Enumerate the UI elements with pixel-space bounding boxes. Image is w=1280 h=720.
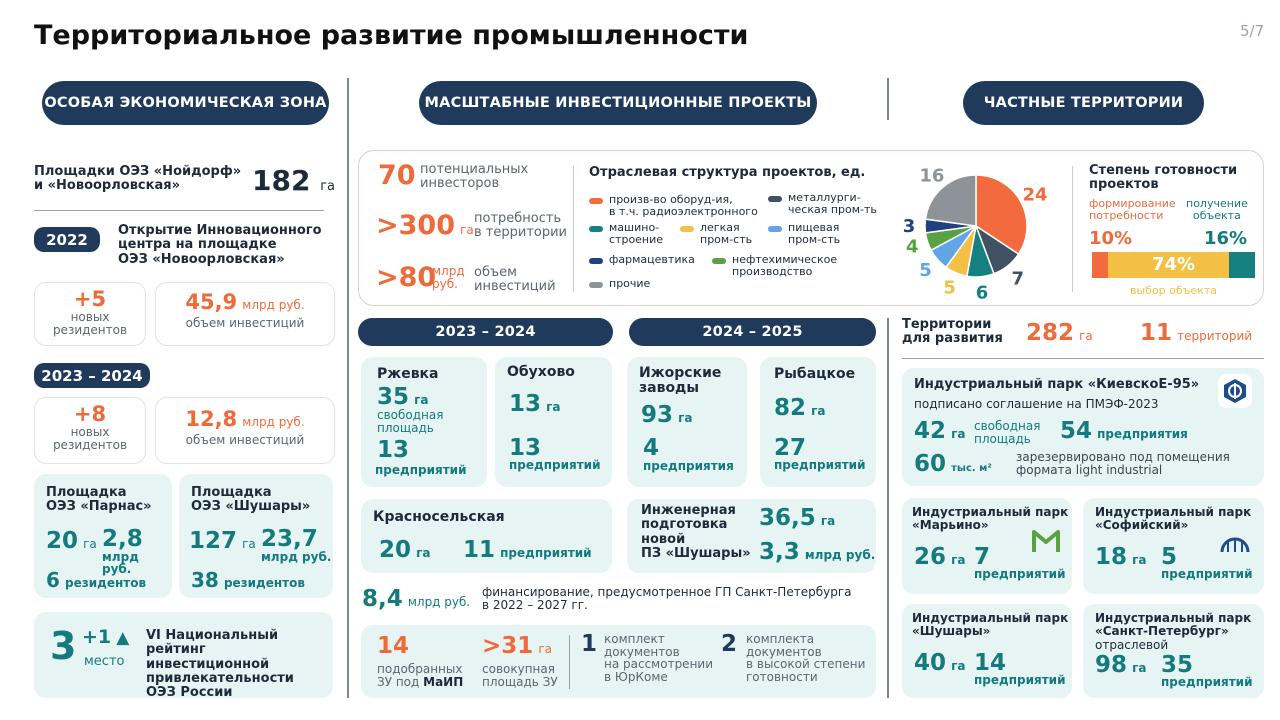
ready-stacked-bar bbox=[1092, 252, 1255, 278]
ready-title: Степень готовности проектов bbox=[1089, 163, 1238, 193]
legend-item: фармацевтика bbox=[589, 254, 695, 266]
pie-label: 4 bbox=[906, 237, 919, 258]
mip-investors-label: потенциальных инвесторов bbox=[420, 162, 529, 191]
park-shushary: Индустриальный парк «Шушары» 40 га 14 пре… bbox=[902, 604, 1072, 698]
mip-inner-divider bbox=[573, 166, 574, 292]
mip-investors: 70 bbox=[378, 160, 416, 191]
oez-rating-card: 3 +1 ▲ место VI Национальный рейтинг инве… bbox=[34, 612, 333, 700]
ready-label-receiving: получение объекта bbox=[1186, 197, 1248, 222]
legend-swatch bbox=[680, 226, 694, 232]
legend-item: металлурги-ческая пром-ть bbox=[768, 192, 877, 215]
terr-label: Территории для развития bbox=[902, 317, 1003, 347]
pill-oez: ОСОБАЯ ЭКОНОМИЧЕСКАЯ ЗОНА bbox=[42, 81, 329, 125]
mip-invest-unit: млрд руб. bbox=[432, 264, 465, 291]
badge-2022: 2022 bbox=[34, 227, 100, 252]
project-izhorskie: Ижорские заводы 93 га 4 предприятия bbox=[627, 357, 747, 487]
oez-residents-2324: +8 новых резидентов bbox=[34, 397, 146, 464]
legend-swatch bbox=[712, 258, 726, 264]
legend-item: произв-во оборуд-ия, в т.ч. радиоэлектрон… bbox=[589, 194, 758, 217]
legend-swatch bbox=[768, 196, 782, 202]
park-spb: Индустриальный парк «Санкт-Петербург» отр… bbox=[1083, 604, 1264, 698]
terr-area: 282 га bbox=[1026, 320, 1093, 346]
pill-mip: МАСШТАБНЫЕ ИНВЕСТИЦИОННЫЕ ПРОЕКТЫ bbox=[419, 81, 817, 125]
pie-label: 6 bbox=[976, 283, 989, 300]
pie-label: 5 bbox=[943, 278, 956, 299]
pill-chast: ЧАСТНЫЕ ТЕРРИТОРИИ bbox=[963, 81, 1204, 125]
pie-label: 5 bbox=[919, 260, 932, 281]
project-rzhevka: Ржевка 35 га свободная площадь 13 предпри… bbox=[361, 357, 487, 487]
pie-label: 24 bbox=[1022, 184, 1047, 205]
project-obukhovo: Обухово 13 га 13 предприятий bbox=[495, 357, 612, 487]
marino-logo-icon bbox=[1032, 528, 1060, 558]
oez-sites-rule bbox=[34, 210, 324, 211]
rank-up-icon: ▲ bbox=[116, 628, 130, 648]
legend-swatch bbox=[589, 226, 603, 232]
terr-rule bbox=[902, 358, 1264, 359]
legend-item: машино-строение bbox=[589, 222, 663, 245]
legend-swatch bbox=[768, 226, 782, 232]
mip-area-need: >300 га bbox=[376, 210, 474, 241]
ready-segment bbox=[1108, 252, 1229, 278]
legend-item: нефтехимическое производство bbox=[712, 254, 837, 277]
ready-value-forming: 10% bbox=[1089, 228, 1133, 249]
oez-investments-2022: 45,9 млрд руб. объем инвестиций bbox=[155, 282, 335, 346]
pie-label: 3 bbox=[903, 216, 916, 237]
project-engineering-shushary: Инженерная подготовка новой ПЗ «Шушары» 36,… bbox=[627, 499, 876, 573]
ready-label-forming: формирование потребности bbox=[1089, 197, 1176, 222]
pill-2024-2025: 2024 – 2025 bbox=[629, 318, 876, 346]
oez-investments-2324: 12,8 млрд руб. объем инвестиций bbox=[155, 397, 335, 464]
divider-left bbox=[347, 78, 349, 698]
mip-summary-panel bbox=[358, 150, 1264, 306]
legend-item: легкая пром-сть bbox=[680, 222, 752, 245]
legend-item: прочие bbox=[589, 278, 650, 290]
park-sofiyskiy: Индустриальный парк «Софийский» 18 га 5 п… bbox=[1083, 498, 1264, 594]
legend-swatch bbox=[589, 258, 603, 264]
project-rybatskoe: Рыбацкое 82 га 27 предприятий bbox=[760, 357, 876, 487]
badge-2023-2024: 2023 – 2024 bbox=[34, 363, 150, 388]
pie-label: 16 bbox=[919, 166, 944, 187]
ready-segment bbox=[1092, 252, 1109, 278]
financing-value: 8,4 млрд руб. bbox=[362, 586, 471, 612]
park-kievskoe: Индустриальный парк «КиевскоЕ-95» подпис… bbox=[902, 368, 1264, 486]
kievskoe-logo-icon bbox=[1218, 374, 1252, 408]
mip-invest: >80 bbox=[376, 262, 437, 293]
ready-divider bbox=[1072, 166, 1073, 292]
oez-sites-label: Площадки ОЭЗ «Нойдорф» и «Новоорловская» bbox=[34, 164, 242, 194]
page-number: 5/7 bbox=[1240, 22, 1265, 40]
ready-segment bbox=[1228, 252, 1255, 278]
oez-2022-text: Открытие Инновационного центра на площадк… bbox=[118, 223, 322, 267]
mip-area-need-label: потребность в территории bbox=[474, 211, 567, 240]
financing-label: финансирование, предусмотренное ГП Санкт… bbox=[482, 585, 852, 612]
legend-item: пищевая пром-сть bbox=[768, 222, 840, 245]
pill-2023-2024: 2023 – 2024 bbox=[358, 318, 613, 346]
divider-right bbox=[887, 318, 889, 698]
terr-count: 11 территорий bbox=[1140, 320, 1253, 346]
page-title: Территориальное развитие промышленности bbox=[34, 20, 749, 51]
land-plots-card: 14 подобранных ЗУ под МаИП >31 га совокуп… bbox=[361, 625, 876, 698]
oez-residents-2022: +5 новых резидентов bbox=[34, 282, 146, 346]
ready-value-choice: 74% bbox=[1151, 254, 1196, 275]
mip-invest-label: объем инвестиций bbox=[474, 265, 556, 294]
ready-value-receiving: 16% bbox=[1204, 228, 1248, 249]
legend-swatch bbox=[589, 198, 603, 204]
sofiyskiy-logo-icon bbox=[1219, 530, 1251, 560]
park-marino: Индустриальный парк «Марьино» 26 га 7 пре… bbox=[902, 498, 1072, 594]
project-krasnoselskaya: Красносельская 20 га 11 предприятий bbox=[361, 499, 612, 573]
pie-label: 7 bbox=[1012, 268, 1025, 289]
chart-title: Отраслевая структура проектов, ед. bbox=[589, 165, 866, 180]
ready-label-choice: выбор объекта bbox=[1129, 284, 1217, 297]
legend-swatch bbox=[589, 282, 603, 288]
divider-right-top bbox=[887, 78, 889, 120]
pie-slice bbox=[924, 174, 977, 227]
oez-sites-value: 182 га bbox=[252, 164, 335, 197]
oez-shushary-card: Площадка ОЭЗ «Шушары» 127 га 23,7 млрд руб… bbox=[179, 474, 333, 598]
oez-parnas-card: Площадка ОЭЗ «Парнас» 20 га 2,8 млрд руб. … bbox=[34, 474, 172, 598]
